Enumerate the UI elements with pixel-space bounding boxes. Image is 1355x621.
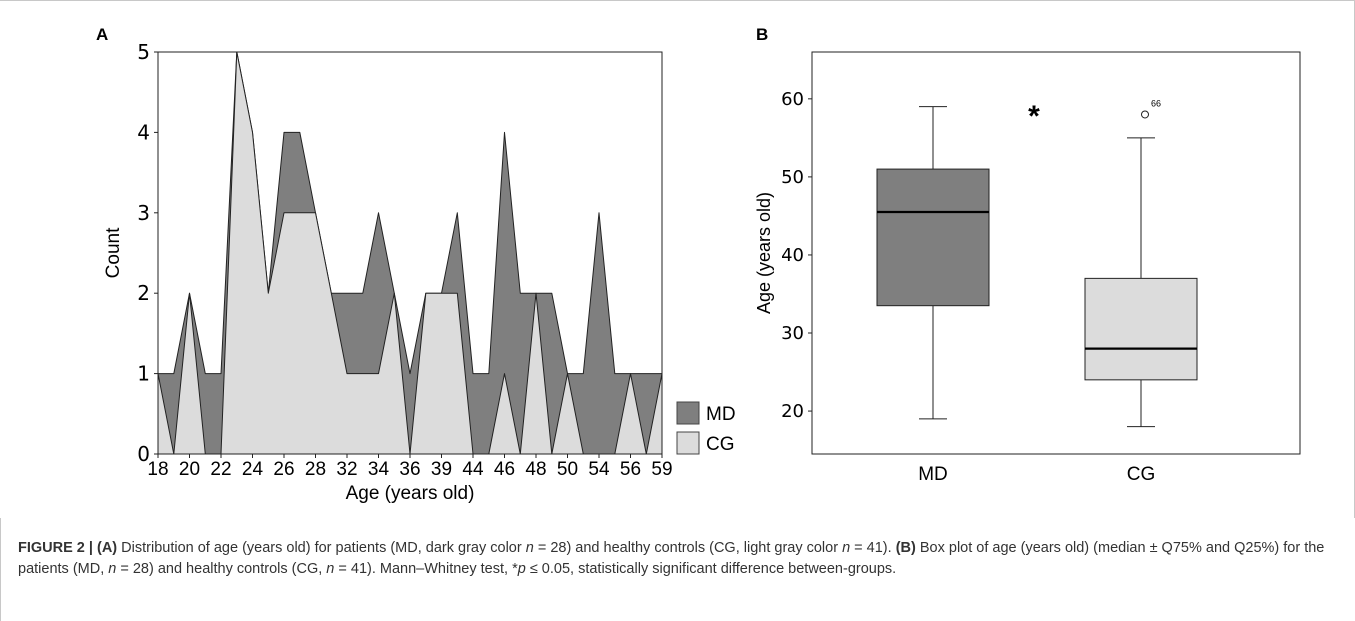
box-plot: 20 30 40 50 60 MD 66 CG * Age (years old) [754,51,1301,485]
x-tick-label: 56 [620,459,641,480]
caption-text: = 28) and healthy controls (CG, light gr… [533,540,843,556]
caption-n: n [326,561,335,577]
x-tick-label: 32 [336,459,357,480]
box-cg [1084,277,1198,381]
outlier-point [1141,110,1149,119]
y-tick-label: 5 [137,40,150,64]
panel-a-label: A [96,25,108,44]
caption-label-a: (A) [97,540,118,556]
y-tick-label: 20 [781,401,804,422]
y-tick-label: 40 [781,245,804,266]
x-tick-label-md: MD [918,464,948,485]
x-tick-label: 50 [557,459,578,480]
panel-b-label: B [756,25,768,44]
caption-text: Box plot of age (years old) (median ± Q7… [18,540,1325,577]
y-tick-label: 50 [781,167,804,188]
x-tick-label: 54 [588,459,610,480]
x-tick-label: 48 [525,459,546,480]
legend-swatch-cg [676,431,700,455]
caption-text: Distribution of age (years old) for pati… [117,540,526,556]
caption-rule [0,518,1,621]
x-tick-label: 36 [399,459,420,480]
x-tick-label: 39 [431,459,452,480]
caption-label-b: (B) [895,540,916,556]
caption-n: n [108,561,117,577]
caption-figure-label: FIGURE 2 | [18,540,97,556]
x-tick-label: 44 [462,459,484,480]
x-tick-label: 20 [179,459,200,480]
x-tick-label: 59 [651,459,672,480]
outlier-label: 66 [1151,98,1161,108]
x-tick-label-cg: CG [1127,464,1156,485]
y-tick-label: 60 [781,89,804,110]
legend-label-md: MD [706,404,736,425]
y-tick-label: 1 [137,362,150,386]
caption-text: = 41). [850,540,896,556]
y-tick-label: 2 [137,281,150,305]
caption-n: n [842,540,851,556]
significance-marker: * [1028,100,1040,133]
x-tick-label: 18 [147,459,168,480]
caption-n: n [525,540,534,556]
caption-text: = 41). Mann–Whitney test, * [334,561,518,577]
y-tick-label: 3 [137,201,150,225]
caption-text: = 28) and healthy controls (CG, [116,561,327,577]
x-tick-label: 24 [242,459,264,480]
caption-p: p [517,561,526,577]
x-tick-label: 46 [494,459,515,480]
y-axis-title: Age (years old) [754,192,774,314]
box-md [876,168,990,307]
x-tick-label: 26 [273,459,294,480]
x-tick-label: 28 [305,459,326,480]
y-tick-label: 0 [137,442,150,466]
x-tick-label: 22 [210,459,231,480]
figure-caption: FIGURE 2 | (A) Distribution of age (year… [18,538,1338,580]
legend-label-cg: CG [706,434,735,455]
x-tick-label: 34 [368,459,390,480]
plot-frame [811,51,1301,455]
x-axis-title: Age (years old) [346,483,475,504]
y-tick-label: 4 [137,120,150,144]
y-tick-label: 30 [781,323,804,344]
y-axis-title: Count [103,227,124,278]
caption-text: ≤ 0.05, statistically significant differ… [525,561,897,577]
legend-swatch-md [676,401,700,425]
